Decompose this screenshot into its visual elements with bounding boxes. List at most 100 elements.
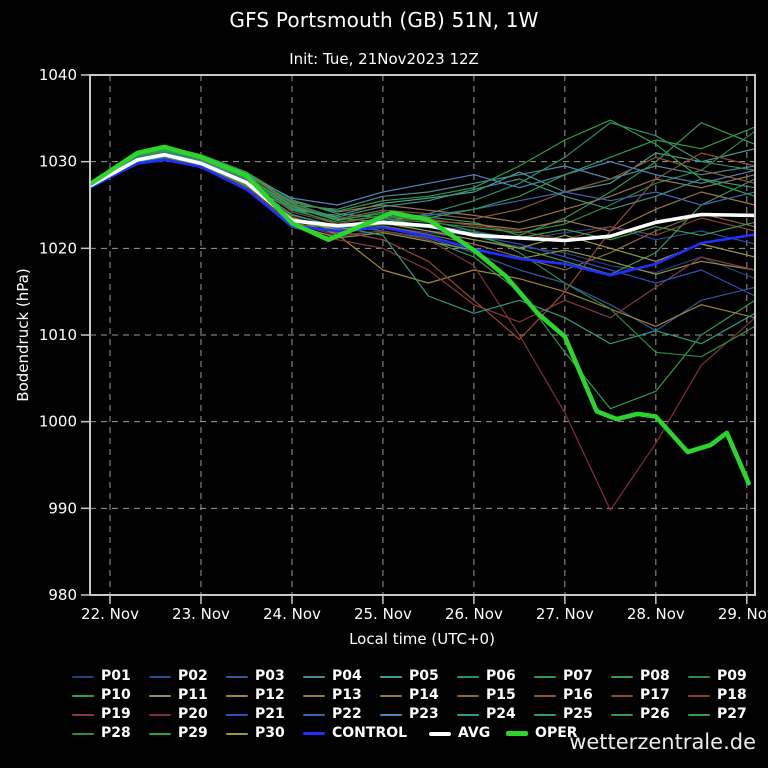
legend-swatch-p07	[534, 675, 556, 678]
legend-label: P05	[409, 668, 439, 684]
legend-swatch-p09	[688, 675, 710, 678]
series-line-avg	[90, 152, 755, 243]
legend-item-p19: P19	[72, 705, 149, 724]
legend-label: P27	[717, 706, 747, 722]
legend-item-p01: P01	[72, 667, 149, 686]
legend-label: P12	[255, 687, 285, 703]
legend-swatch-p11	[149, 694, 171, 697]
legend-swatch-p16	[534, 694, 556, 697]
legend-item-p15: P15	[457, 686, 534, 705]
legend-item-p11: P11	[149, 686, 226, 705]
legend-label: P01	[101, 668, 131, 684]
legend-swatch-p28	[72, 732, 94, 735]
x-tick-label: 23. Nov	[172, 605, 230, 623]
legend-label: P23	[409, 706, 439, 722]
legend-label: P04	[332, 668, 362, 684]
legend-label: P26	[640, 706, 670, 722]
legend-item-p09: P09	[688, 667, 765, 686]
legend-swatch-p05	[380, 675, 402, 678]
chart-subtitle: Init: Tue, 21Nov2023 12Z	[289, 50, 479, 68]
legend-label: P25	[563, 706, 593, 722]
legend-item-p25: P25	[534, 705, 611, 724]
series-line-oper	[90, 144, 751, 486]
legend-swatch-p20	[149, 713, 171, 716]
legend-item-p08: P08	[611, 667, 688, 686]
legend-swatch-p27	[688, 713, 710, 716]
series-line-p23	[90, 150, 755, 206]
legend-label: CONTROL	[332, 725, 408, 741]
legend-item-p27: P27	[688, 705, 765, 724]
legend-swatch-p26	[611, 713, 633, 716]
legend-row: P10 P11 P12 P13 P14 P15 P16 P17 P18	[72, 686, 768, 705]
pressure-chart-svg: Local time (UTC+0) Bodendruck (hPa) 980 9…	[14, 66, 768, 648]
legend-swatch-p23	[380, 713, 402, 716]
series-line-p28	[90, 151, 755, 358]
legend-swatch-p03	[226, 675, 248, 678]
legend-item-p05: P05	[380, 667, 457, 686]
x-tick-label: 24. Nov	[263, 605, 321, 623]
legend-item-p21: P21	[226, 705, 303, 724]
legend-swatch-p06	[457, 675, 479, 678]
legend-item-p22: P22	[303, 705, 380, 724]
legend-label: P02	[178, 668, 208, 684]
series-line-p17	[90, 152, 755, 340]
legend-label: P30	[255, 725, 285, 741]
legend-swatch-p17	[611, 694, 633, 697]
legend-label: P17	[640, 687, 670, 703]
legend-item-p12: P12	[226, 686, 303, 705]
legend-item-p03: P03	[226, 667, 303, 686]
legend-item-p20: P20	[149, 705, 226, 724]
x-tick-label: 27. Nov	[536, 605, 594, 623]
legend-swatch-p24	[457, 713, 479, 716]
legend-item-p23: P23	[380, 705, 457, 724]
legend-swatch-p10	[72, 694, 94, 697]
legend-label: P28	[101, 725, 131, 741]
legend-swatch-p12	[226, 694, 248, 697]
legend-label: AVG	[458, 725, 491, 741]
legend-swatch-control	[303, 732, 325, 735]
legend-swatch-p19	[72, 713, 94, 716]
legend-swatch-oper	[506, 731, 529, 736]
legend-swatch-p30	[226, 732, 248, 735]
legend-item-p26: P26	[611, 705, 688, 724]
y-tick-label: 1030	[39, 153, 77, 171]
legend-item-p30: P30	[226, 724, 303, 743]
y-tick-label: 990	[48, 499, 77, 517]
legend-item-p14: P14	[380, 686, 457, 705]
y-tick-label: 1000	[39, 413, 77, 431]
legend-row: P28 P29 P30 CONTROL AVG OPER	[72, 724, 768, 743]
legend-swatch-p18	[688, 694, 710, 697]
legend-label: P15	[486, 687, 516, 703]
y-tick-label: 1010	[39, 326, 77, 344]
legend-item-p02: P02	[149, 667, 226, 686]
legend-swatch-p15	[457, 694, 479, 697]
legend-label: P18	[717, 687, 747, 703]
legend-item-p10: P10	[72, 686, 149, 705]
y-tick-label: 1020	[39, 239, 77, 257]
y-tick-label: 1040	[39, 66, 77, 84]
series-line-control	[90, 158, 755, 277]
legend-label: P09	[717, 668, 747, 684]
legend-swatch-p04	[303, 675, 325, 678]
legend-label: P24	[486, 706, 516, 722]
legend-label: P07	[563, 668, 593, 684]
legend-item-avg: AVG	[429, 724, 506, 743]
series-line-p30	[90, 155, 755, 262]
legend-swatch-p13	[303, 694, 325, 697]
legend-label: OPER	[535, 725, 578, 741]
x-tick-label: 29. Nov	[718, 605, 768, 623]
chart-title: GFS Portsmouth (GB) 51N, 1W	[229, 8, 539, 32]
legend-item-p07: P07	[534, 667, 611, 686]
x-tick-label: 26. Nov	[445, 605, 503, 623]
legend-swatch-p25	[534, 713, 556, 716]
legend-item-control: CONTROL	[303, 724, 407, 743]
x-tick-label: 22. Nov	[81, 605, 139, 623]
legend-label: P13	[332, 687, 362, 703]
series-line-p26	[90, 126, 755, 221]
x-tick-label: 28. Nov	[627, 605, 685, 623]
legend-item-oper: OPER	[506, 724, 578, 743]
legend-item-p04: P04	[303, 667, 380, 686]
legend-swatch-p02	[149, 675, 171, 678]
series-line-p24	[90, 152, 755, 218]
legend-label: P21	[255, 706, 285, 722]
